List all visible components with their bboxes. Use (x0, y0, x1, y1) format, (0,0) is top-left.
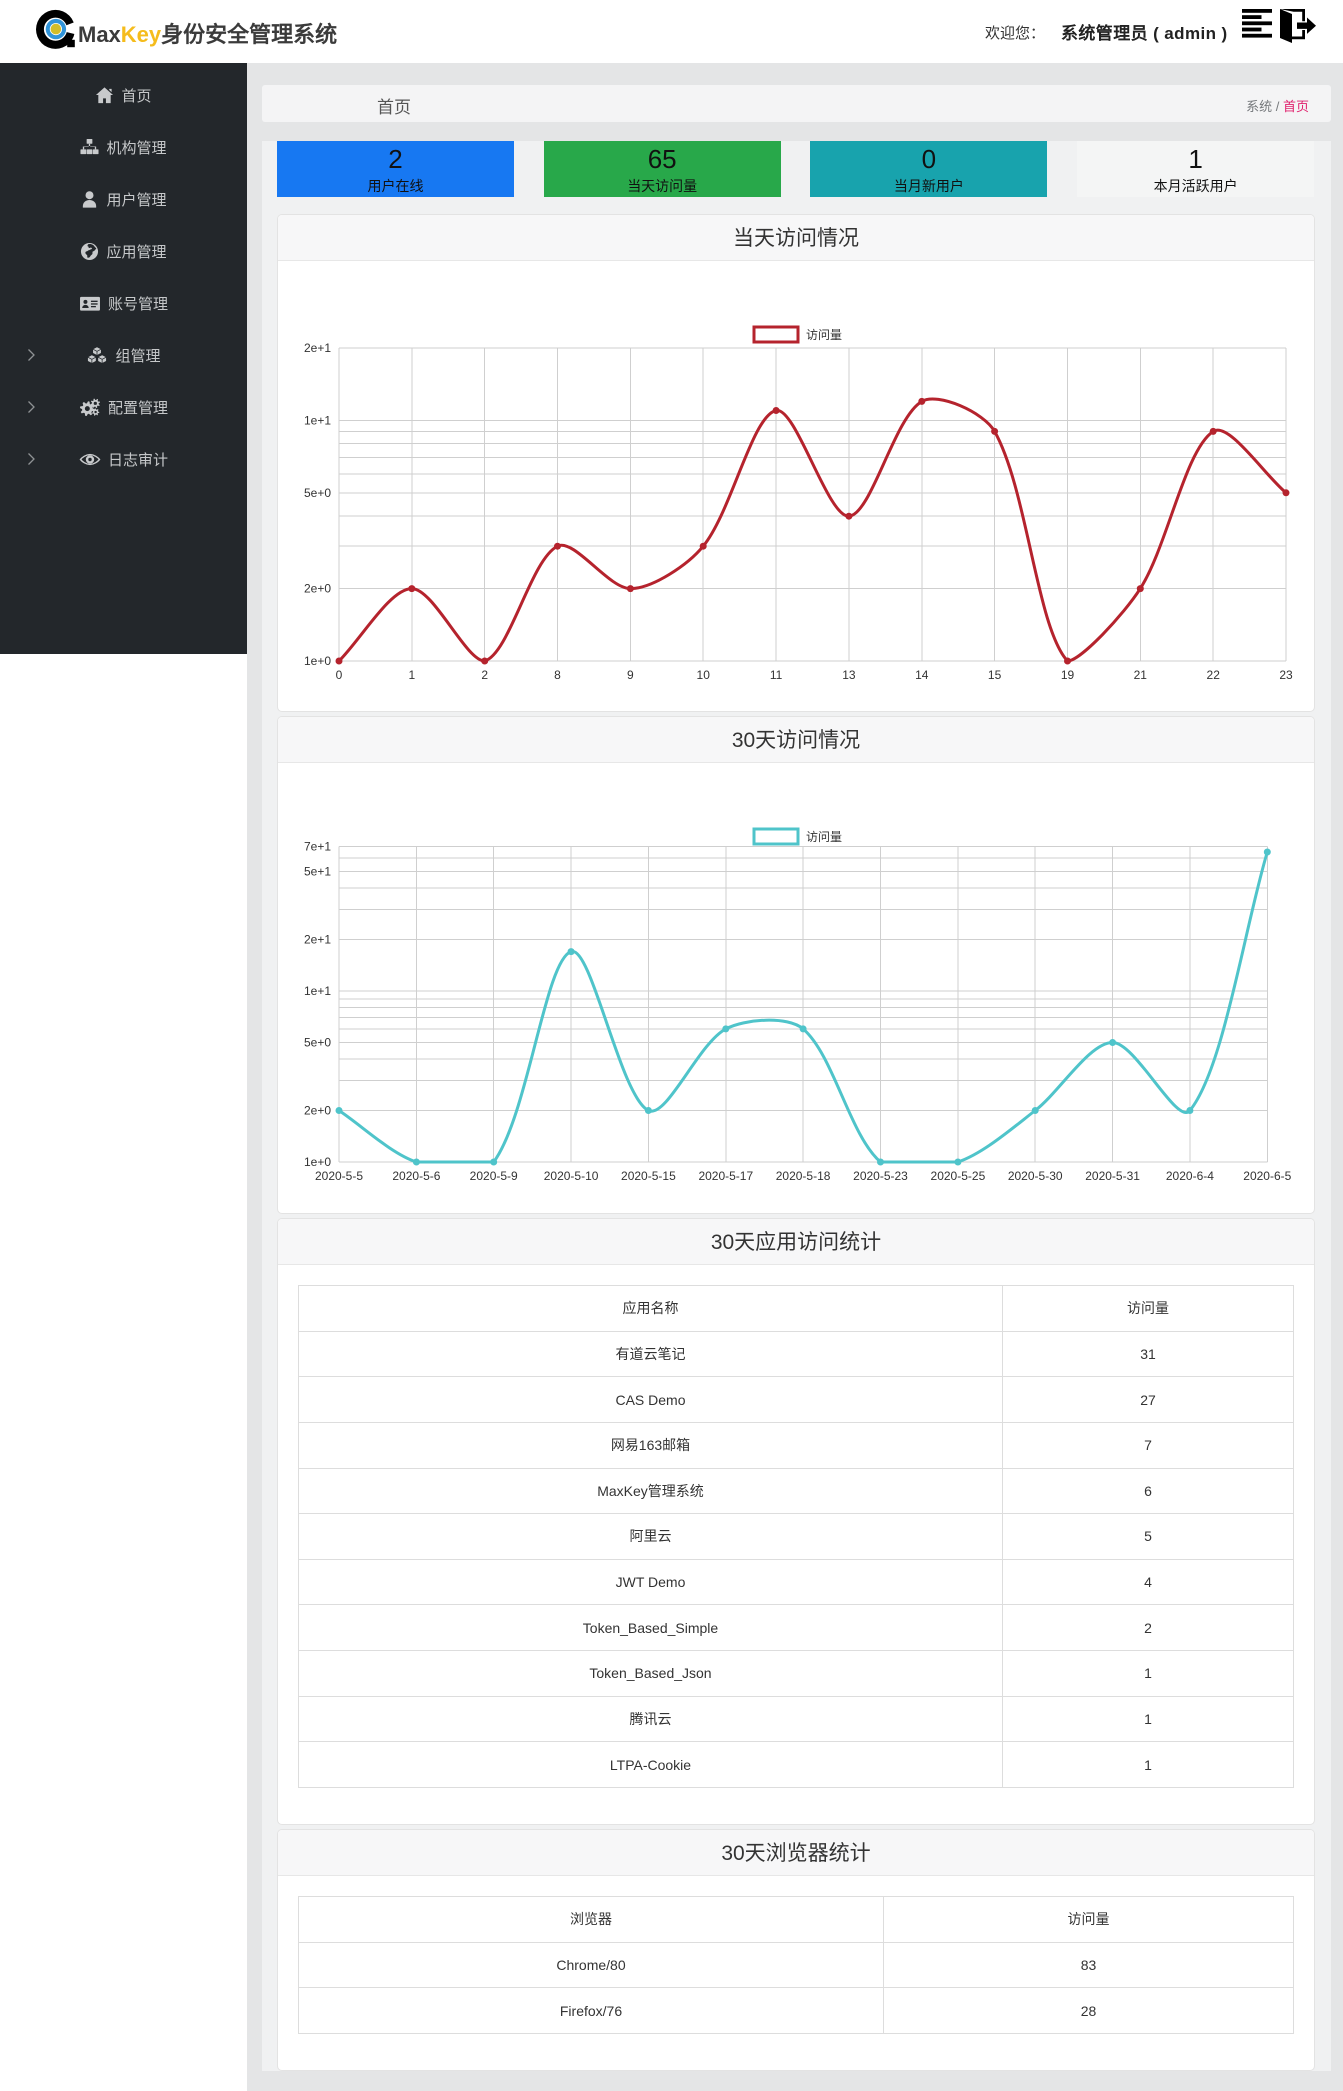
svg-text:2e+0: 2e+0 (304, 582, 331, 596)
svg-text:2020-6-4: 2020-6-4 (1166, 1169, 1214, 1183)
svg-text:2020-5-18: 2020-5-18 (776, 1169, 831, 1183)
svg-text:19: 19 (1061, 668, 1075, 682)
svg-text:2020-5-30: 2020-5-30 (1008, 1169, 1063, 1183)
svg-text:5e+0: 5e+0 (304, 486, 331, 500)
svg-text:0: 0 (336, 668, 343, 682)
svg-text:21: 21 (1134, 668, 1148, 682)
svg-text:1: 1 (408, 668, 415, 682)
svg-text:15: 15 (988, 668, 1002, 682)
svg-text:2e+0: 2e+0 (304, 1104, 331, 1118)
svg-text:访问量: 访问量 (806, 328, 842, 342)
svg-text:14: 14 (915, 668, 929, 682)
svg-text:2020-5-6: 2020-5-6 (392, 1169, 440, 1183)
svg-text:10: 10 (697, 668, 711, 682)
svg-text:7e+1: 7e+1 (304, 840, 331, 854)
svg-text:2020-5-25: 2020-5-25 (931, 1169, 986, 1183)
svg-text:11: 11 (770, 668, 783, 682)
svg-text:9: 9 (627, 668, 634, 682)
svg-text:13: 13 (842, 668, 856, 682)
svg-text:2020-5-9: 2020-5-9 (470, 1169, 518, 1183)
svg-text:5e+0: 5e+0 (304, 1036, 331, 1050)
svg-text:8: 8 (554, 668, 561, 682)
svg-text:1e+1: 1e+1 (304, 984, 331, 998)
svg-text:2e+1: 2e+1 (304, 933, 331, 947)
svg-text:2020-5-15: 2020-5-15 (621, 1169, 676, 1183)
svg-text:5e+1: 5e+1 (304, 865, 331, 879)
svg-text:2: 2 (481, 668, 488, 682)
svg-text:访问量: 访问量 (806, 830, 842, 844)
svg-text:2020-5-31: 2020-5-31 (1085, 1169, 1140, 1183)
svg-text:22: 22 (1207, 668, 1221, 682)
svg-text:1e+1: 1e+1 (304, 413, 331, 427)
svg-text:2e+1: 2e+1 (304, 341, 331, 355)
svg-text:2020-5-17: 2020-5-17 (698, 1169, 753, 1183)
svg-text:2020-6-5: 2020-6-5 (1243, 1169, 1291, 1183)
svg-text:1e+0: 1e+0 (304, 1155, 331, 1169)
svg-text:23: 23 (1279, 668, 1293, 682)
svg-text:2020-5-5: 2020-5-5 (315, 1169, 363, 1183)
svg-text:2020-5-10: 2020-5-10 (544, 1169, 599, 1183)
svg-text:1e+0: 1e+0 (304, 654, 331, 668)
svg-text:2020-5-23: 2020-5-23 (853, 1169, 908, 1183)
